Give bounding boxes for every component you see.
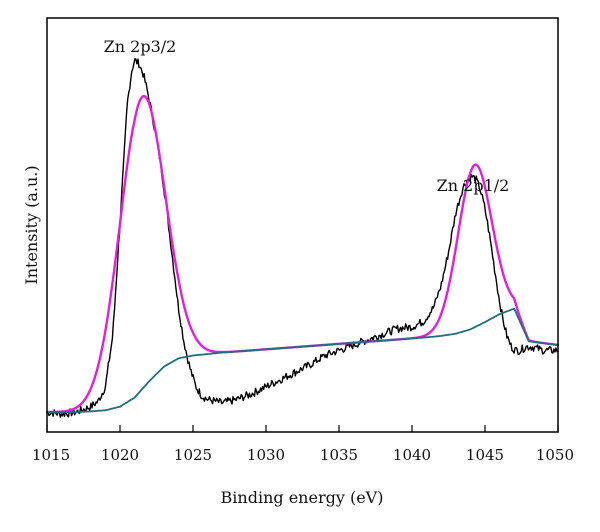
x-tick-label: 1035 [320,446,358,464]
plot-frame [46,17,559,433]
x-axis-title: Binding energy (eV) [221,488,384,507]
series-line-raw [46,58,559,418]
x-tick-label: 1025 [174,446,212,464]
series-line-fitted [45,94,560,414]
series-layer [45,58,560,418]
y-axis-title: Intensity (a.u.) [22,165,41,284]
peak-label-zn-2p1-2: Zn 2p1/2 [437,176,510,195]
x-tick-label: 1030 [247,446,285,464]
x-tick-label: 1040 [393,446,431,464]
x-tick-label: 1015 [32,446,70,464]
x-tick-label: 1045 [466,446,504,464]
x-axis-ticks: 1015 1020 1025 1030 1035 1040 1045 1050 [32,425,574,464]
x-tick-label: 1050 [536,446,574,464]
x-tick-label: 1020 [101,446,139,464]
peak-label-zn-2p3-2: Zn 2p3/2 [104,37,177,56]
series-line-background [46,307,559,413]
